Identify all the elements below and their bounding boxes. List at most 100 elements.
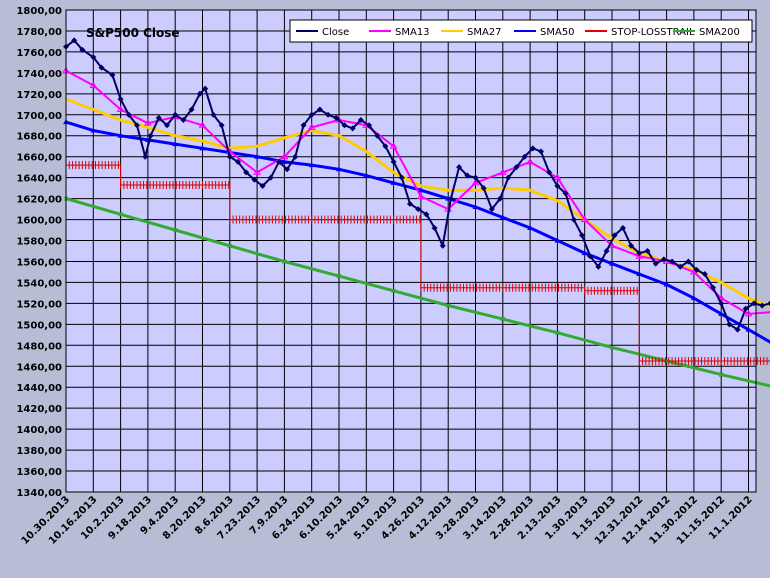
point-close	[284, 166, 291, 173]
point-close	[210, 111, 217, 118]
point-close	[603, 248, 610, 254]
point-sma13	[744, 309, 753, 317]
point-close	[464, 172, 471, 179]
point-sma200	[609, 345, 615, 350]
point-sma50	[363, 172, 370, 178]
y-tick-label: 1380,00	[16, 446, 62, 457]
point-close	[308, 111, 315, 118]
point-close	[718, 300, 725, 307]
point-close	[79, 46, 86, 53]
point-close	[521, 153, 528, 160]
point-close	[497, 195, 504, 202]
point-close	[125, 111, 132, 118]
point-sma50	[199, 145, 206, 151]
series-close	[63, 37, 770, 333]
legend-label-stop-losstrail: STOP-LOSSTRAIL	[611, 27, 695, 38]
point-close	[267, 174, 274, 181]
legend-label-sma27: SMA27	[467, 27, 502, 38]
point-close	[133, 122, 140, 129]
y-tick-label: 1640,00	[16, 174, 62, 185]
point-sma50	[90, 127, 97, 133]
point-close	[767, 300, 770, 307]
y-tick-label: 1560,00	[16, 257, 62, 268]
point-close	[685, 258, 692, 265]
point-sma50	[718, 310, 725, 316]
point-close	[595, 263, 602, 270]
point-sma50	[663, 281, 670, 287]
point-close	[196, 90, 203, 97]
y-tick-label: 1480,00	[16, 341, 62, 352]
point-close	[513, 164, 520, 171]
point-sma13	[89, 81, 98, 88]
point-close	[390, 158, 397, 165]
point-close	[529, 145, 536, 152]
point-close	[98, 64, 105, 71]
y-tick-label: 1420,00	[16, 404, 62, 415]
y-tick-label: 1340,00	[16, 488, 62, 499]
point-sma200	[555, 330, 560, 336]
point-close	[750, 300, 757, 307]
point-close	[538, 148, 545, 155]
grid	[65, 9, 756, 493]
point-close	[759, 302, 766, 309]
point-sma50	[554, 237, 561, 243]
y-tick-label: 1400,00	[16, 425, 62, 436]
point-close	[382, 143, 389, 150]
point-close	[243, 169, 250, 176]
point-sma13	[253, 168, 261, 175]
point-sma50	[472, 203, 479, 209]
y-tick-label: 1760,00	[16, 48, 62, 59]
point-close	[300, 122, 307, 129]
point-sma50	[417, 187, 424, 193]
point-close	[406, 200, 413, 207]
point-close	[415, 206, 422, 213]
point-close	[570, 216, 577, 223]
point-close	[546, 169, 553, 176]
point-close	[562, 190, 569, 197]
point-sma13	[198, 121, 207, 128]
y-tick-label: 1660,00	[16, 153, 62, 164]
point-sma50	[390, 179, 397, 185]
point-sma13	[498, 168, 507, 175]
point-sma50	[117, 132, 124, 138]
point-close	[472, 174, 479, 181]
point-close	[202, 85, 209, 92]
y-tick-label: 1360,00	[16, 467, 62, 478]
point-sma200	[282, 259, 287, 264]
point-close	[180, 117, 187, 124]
point-close	[188, 106, 195, 113]
point-close	[701, 271, 708, 278]
point-close	[259, 183, 266, 190]
point-close	[636, 250, 643, 257]
y-tick-label: 1460,00	[16, 362, 62, 373]
point-sma200	[336, 273, 342, 279]
point-close	[374, 132, 381, 139]
point-close	[447, 195, 454, 202]
point-sma13	[307, 123, 316, 130]
point-close	[251, 176, 258, 183]
point-close	[742, 305, 749, 312]
point-close	[611, 232, 618, 239]
point-sma50	[172, 141, 179, 147]
series-stop-losstrail	[65, 161, 770, 366]
point-close	[155, 114, 162, 121]
point-close	[117, 96, 124, 103]
point-sma13	[471, 178, 480, 186]
y-tick-label: 1680,00	[16, 132, 62, 143]
point-sma50	[581, 250, 588, 256]
point-close	[147, 132, 154, 139]
legend-label-sma50: SMA50	[540, 27, 575, 38]
y-tick-label: 1600,00	[16, 216, 62, 227]
point-sma200	[118, 211, 123, 217]
point-sma13	[144, 119, 152, 126]
point-close	[693, 266, 700, 273]
point-close	[341, 122, 348, 129]
point-sma50	[281, 158, 288, 164]
y-tick-label: 1520,00	[16, 299, 62, 310]
y-tick-label: 1500,00	[16, 320, 62, 331]
y-tick-label: 1800,00	[16, 6, 62, 17]
point-close	[644, 248, 651, 254]
point-sma200	[391, 288, 396, 294]
point-sma13	[553, 173, 562, 181]
